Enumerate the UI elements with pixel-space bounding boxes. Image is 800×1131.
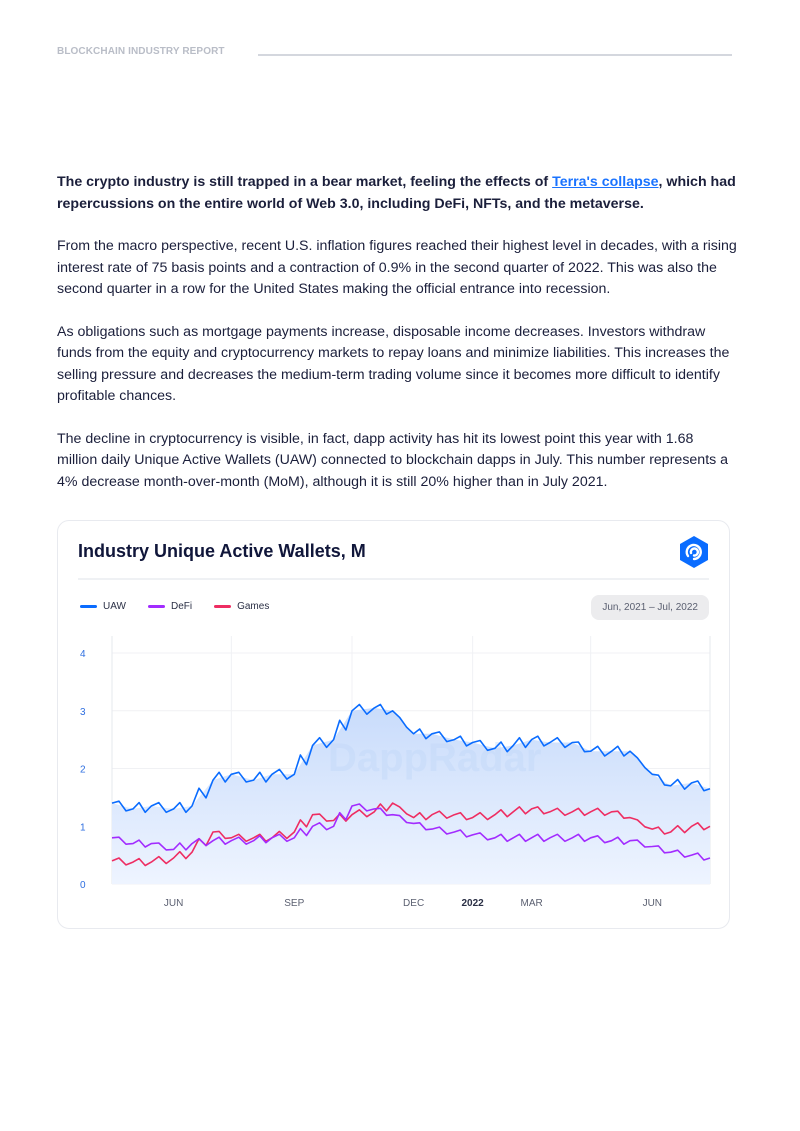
legend-swatch — [80, 605, 97, 608]
paragraph: The decline in cryptocurrency is visible… — [57, 430, 729, 490]
chart-legend: UAW DeFi Games — [80, 601, 269, 612]
x-tick-label: JUN — [643, 898, 662, 909]
legend-label: UAW — [103, 601, 126, 612]
article-body: The crypto industry is still trapped in … — [57, 172, 737, 514]
legend-item-uaw[interactable]: UAW — [80, 601, 126, 612]
y-tick-label: 2 — [80, 765, 86, 776]
legend-swatch — [147, 605, 165, 608]
y-tick-label: 0 — [80, 880, 86, 891]
legend-item-games[interactable]: Games — [214, 601, 269, 612]
date-range-badge[interactable]: Jun, 2021 – Jul, 2022 — [591, 595, 709, 620]
series-line-games — [111, 802, 711, 867]
terra-collapse-link[interactable]: Terra's collapse — [552, 174, 659, 190]
y-tick-label: 4 — [80, 649, 86, 660]
chart-divider — [78, 578, 709, 580]
lead-text: The crypto industry is still trapped in … — [57, 174, 553, 190]
uaw-chart: 0 1 2 3 4 DappRadar JUN SEP DEC 2022 MAR JUN — [80, 636, 711, 909]
chart-card: 0 1 2 3 4 DappRadar JUN SEP DEC 2022 MAR JUN Indust… — [57, 520, 730, 929]
report-header-label: BLOCKCHAIN INDUSTRY REPORT — [57, 46, 225, 57]
lead-paragraph: The crypto industry is still trapped in … — [57, 172, 737, 215]
chart-title: Industry Unique Active Wallets, M — [78, 541, 366, 561]
paragraph: From the macro perspective, recent U.S. … — [57, 238, 737, 297]
x-tick-label: MAR — [521, 898, 543, 909]
lead-text-end: , which had repercussions on the entire … — [57, 174, 736, 212]
x-tick-label: JUN — [164, 898, 183, 909]
x-tick-label: SEP — [284, 898, 304, 909]
legend-swatch — [214, 605, 232, 608]
dappradar-logo-icon — [680, 536, 708, 568]
x-tick-label: DEC — [403, 898, 424, 909]
y-tick-label: 3 — [80, 707, 86, 718]
uaw-area — [112, 707, 710, 884]
dappradar-watermark: DappRadar — [328, 736, 541, 780]
legend-item-defi[interactable]: DeFi — [147, 601, 193, 612]
header-divider — [258, 54, 732, 56]
legend-label: DeFi — [170, 601, 193, 612]
paragraph: As obligations such as mortgage payments… — [57, 323, 730, 405]
series-line-uaw — [111, 703, 711, 814]
y-tick-label: 1 — [80, 822, 86, 833]
legend-label: Games — [237, 601, 270, 612]
series-line-defi — [111, 803, 711, 861]
x-tick-label: 2022 — [462, 898, 485, 909]
